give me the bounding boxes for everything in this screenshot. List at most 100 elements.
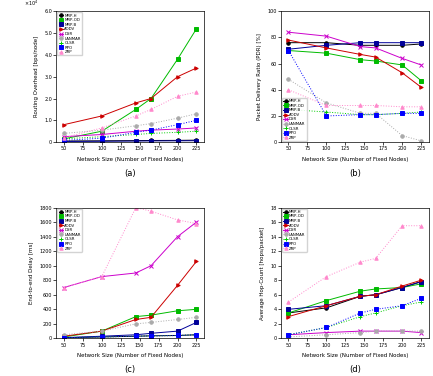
ZRP xyxy=(194,90,199,94)
Title: (b): (b) xyxy=(349,169,361,178)
ZRP xyxy=(324,103,329,108)
AODV xyxy=(194,66,199,70)
X-axis label: Network Size (Number of Fixed Nodes): Network Size (Number of Fixed Nodes) xyxy=(77,353,183,358)
RPO xyxy=(175,123,180,127)
MRP-H xyxy=(61,139,67,143)
MRP-B xyxy=(175,139,180,143)
Title: (d): (d) xyxy=(349,365,361,374)
DSR xyxy=(175,234,180,239)
Line: RPO: RPO xyxy=(62,333,198,340)
Line: LANMAR: LANMAR xyxy=(62,315,198,337)
OLSR xyxy=(324,325,329,330)
DSR xyxy=(99,132,104,137)
AODV xyxy=(324,303,329,308)
ZRP xyxy=(358,103,363,108)
DSR xyxy=(324,34,329,38)
MRP-H xyxy=(400,43,405,47)
ZRP xyxy=(373,103,378,108)
LANMAR xyxy=(149,121,154,126)
LANMAR xyxy=(149,320,154,324)
MRP-OD xyxy=(175,309,180,313)
OLSR xyxy=(358,112,363,117)
DSR xyxy=(133,271,139,275)
DSR xyxy=(194,220,199,224)
MRP-H xyxy=(61,335,67,340)
LANMAR xyxy=(400,133,405,138)
MRP-OD xyxy=(133,314,139,319)
OLSR xyxy=(418,300,423,304)
Text: $\times10^4$: $\times10^4$ xyxy=(24,0,38,8)
LANMAR xyxy=(99,128,104,132)
MRP-B xyxy=(324,43,329,47)
DSR xyxy=(373,45,378,50)
MRP-OD xyxy=(358,58,363,62)
MRP-OD xyxy=(194,307,199,312)
LANMAR xyxy=(133,123,139,128)
MRP-B xyxy=(373,41,378,45)
Line: LANMAR: LANMAR xyxy=(287,77,423,143)
AODV xyxy=(133,317,139,322)
RPO xyxy=(175,333,180,338)
ZRP xyxy=(61,135,67,140)
AODV xyxy=(61,123,67,127)
OLSR xyxy=(61,335,67,340)
MRP-B xyxy=(149,139,154,143)
RPO xyxy=(149,334,154,338)
X-axis label: Network Size (Number of Fixed Nodes): Network Size (Number of Fixed Nodes) xyxy=(77,157,183,162)
MRP-OD xyxy=(286,48,291,53)
RPO xyxy=(418,296,423,301)
ZRP xyxy=(99,274,104,279)
MRP-B xyxy=(133,139,139,143)
MRP-H xyxy=(175,138,180,143)
DSR xyxy=(418,331,423,335)
DSR xyxy=(400,56,405,61)
ZRP xyxy=(133,205,139,210)
Line: MRP-B: MRP-B xyxy=(287,280,423,311)
MRP-B xyxy=(286,47,291,52)
Title: (a): (a) xyxy=(124,169,136,178)
RPO xyxy=(400,111,405,115)
Line: MRP-OD: MRP-OD xyxy=(62,308,198,339)
Line: MRP-OD: MRP-OD xyxy=(287,49,423,82)
ZRP xyxy=(194,221,199,226)
RPO xyxy=(149,128,154,132)
Line: ZRP: ZRP xyxy=(62,90,198,139)
OLSR xyxy=(286,332,291,337)
OLSR xyxy=(133,334,139,338)
Line: DSR: DSR xyxy=(62,126,198,138)
ZRP xyxy=(61,285,67,290)
Line: OLSR: OLSR xyxy=(287,300,423,337)
MRP-B xyxy=(99,139,104,144)
AODV xyxy=(400,284,405,288)
MRP-B xyxy=(286,307,291,312)
DSR xyxy=(149,128,154,132)
RPO xyxy=(373,112,378,117)
ZRP xyxy=(149,209,154,214)
Legend: MRP-H, MRP-OD, MRP-B, AODV, DSR, LANMAR, OLSR, RPO, ZRP: MRP-H, MRP-OD, MRP-B, AODV, DSR, LANMAR,… xyxy=(282,209,307,252)
ZRP xyxy=(358,260,363,264)
AODV xyxy=(149,315,154,320)
MRP-B xyxy=(61,335,67,340)
MRP-H xyxy=(194,138,199,143)
AODV xyxy=(149,96,154,101)
Line: DSR: DSR xyxy=(62,220,198,289)
RPO xyxy=(99,136,104,141)
DSR xyxy=(286,332,291,337)
MRP-H xyxy=(149,138,154,143)
AODV xyxy=(418,85,423,89)
Line: LANMAR: LANMAR xyxy=(287,329,423,339)
MRP-OD xyxy=(149,313,154,317)
MRP-B xyxy=(61,139,67,144)
DSR xyxy=(61,285,67,290)
Line: MRP-OD: MRP-OD xyxy=(287,282,423,315)
ZRP xyxy=(286,300,291,304)
LANMAR xyxy=(286,77,291,82)
AODV xyxy=(400,71,405,75)
RPO xyxy=(194,332,199,337)
DSR xyxy=(373,329,378,334)
Line: RPO: RPO xyxy=(287,297,423,337)
AODV xyxy=(418,278,423,282)
MRP-OD xyxy=(99,129,104,133)
MRP-H xyxy=(373,43,378,47)
MRP-OD xyxy=(61,335,67,339)
